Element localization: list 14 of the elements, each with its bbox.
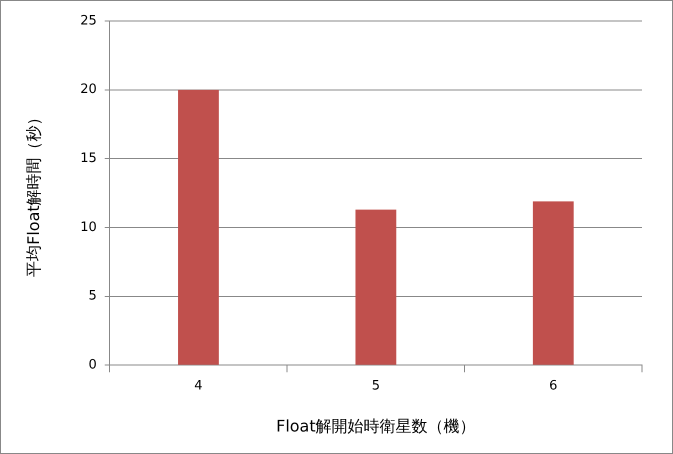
bar [532,201,574,365]
y-tick-label: 5 [88,288,97,304]
y-tick-label: 10 [80,220,97,235]
x-axis-title: Float解開始時衛星数（機） [276,416,476,436]
y-tick-label: 15 [80,151,97,166]
y-axis-title: 平均Float解時間（秒） [24,109,43,277]
y-tick-label: 0 [88,358,97,373]
bar [178,90,219,365]
x-tick-label: 4 [194,378,203,394]
y-tick-label: 25 [80,13,97,28]
bar [355,210,396,365]
y-tick-label: 20 [80,82,97,98]
x-tick-label: 6 [549,378,558,394]
x-tick-label: 5 [372,378,380,394]
